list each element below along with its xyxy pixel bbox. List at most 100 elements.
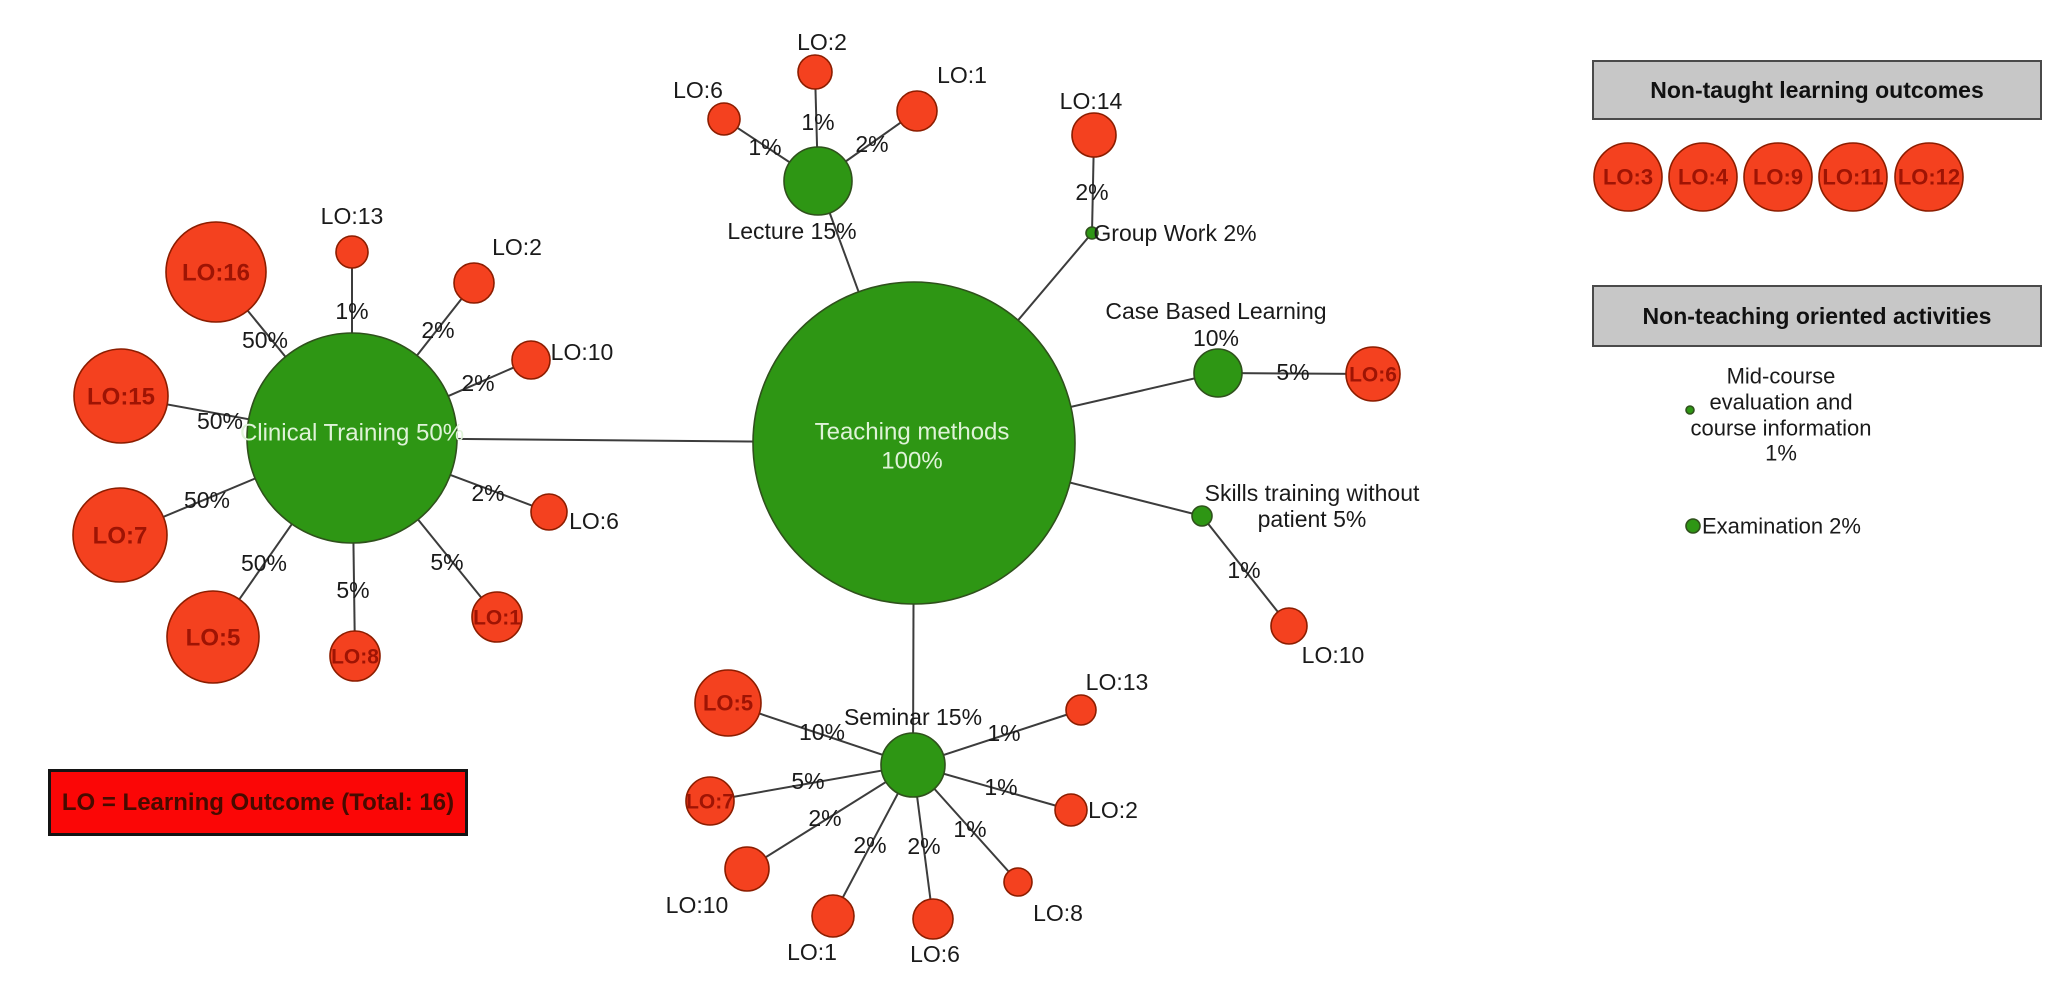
pct-lo16-clinical: 50% bbox=[242, 327, 288, 353]
node-lo5-seminar bbox=[694, 669, 762, 737]
non-taught-header-box: Non-taught learning outcomes bbox=[1592, 60, 2042, 120]
non-teaching-header-label: Non-teaching oriented activities bbox=[1642, 302, 1992, 329]
label-lo10-clinical: LO:10 bbox=[551, 339, 614, 365]
node-lo14-groupwork bbox=[1071, 112, 1117, 158]
node-lo2-lecture bbox=[797, 54, 833, 90]
label-lo2-seminar: LO:2 bbox=[1088, 797, 1138, 823]
pct-lo5-seminar: 10% bbox=[799, 719, 845, 745]
node-lo6-lecture bbox=[707, 102, 741, 136]
label-examination: Examination 2% bbox=[1702, 514, 1861, 539]
label-lo2-clinical: LO:2 bbox=[492, 234, 542, 260]
pct-lo13-seminar: 1% bbox=[987, 720, 1020, 746]
legend-box: LO = Learning Outcome (Total: 16) bbox=[48, 769, 468, 836]
label-lo14-groupwork: LO:14 bbox=[1060, 88, 1123, 114]
label-lo2-lecture: LO:2 bbox=[797, 29, 847, 55]
pct-lo10-clinical: 2% bbox=[461, 370, 494, 396]
label-lo6-seminar: LO:6 bbox=[910, 941, 960, 967]
pct-lo7-seminar: 5% bbox=[791, 768, 824, 794]
label-lo3-nontaught: LO:3 bbox=[1603, 165, 1653, 190]
label-cbl-line2: 10% bbox=[1193, 325, 1239, 351]
edge-skills-lo10 bbox=[1201, 515, 1290, 627]
label-skills-line1: Skills training without bbox=[1205, 480, 1420, 506]
node-lo1-seminar bbox=[811, 894, 855, 938]
label-teaching-methods-line2: 100% bbox=[881, 447, 942, 474]
node-lo8-seminar bbox=[1003, 867, 1033, 897]
pct-lo8-clinical: 5% bbox=[336, 577, 369, 603]
node-lo10-seminar bbox=[724, 846, 770, 892]
node-lecture bbox=[783, 146, 853, 216]
node-case-based-learning bbox=[1193, 348, 1243, 398]
pct-lo6-cbl: 5% bbox=[1276, 359, 1309, 385]
label-lecture: Lecture 15% bbox=[727, 218, 856, 244]
pct-lo6-lecture: 1% bbox=[748, 134, 781, 160]
node-lo6-clinical bbox=[530, 493, 568, 531]
label-seminar: Seminar 15% bbox=[844, 704, 982, 730]
node-lo12-nontaught bbox=[1894, 142, 1964, 212]
label-lo10-skills: LO:10 bbox=[1302, 642, 1365, 668]
label-lo15-clinical: LO:15 bbox=[87, 383, 155, 410]
node-midcourse-dot bbox=[1685, 405, 1695, 415]
node-lo5-clinical bbox=[166, 590, 260, 684]
node-skills-training bbox=[1191, 505, 1213, 527]
pct-lo1-clinical: 5% bbox=[430, 549, 463, 575]
node-group-work bbox=[1085, 226, 1099, 240]
node-teaching-methods bbox=[752, 281, 1076, 605]
label-midcourse-line1: Mid-course bbox=[1727, 364, 1836, 389]
label-lo7-clinical: LO:7 bbox=[93, 522, 148, 549]
label-midcourse-line3: course information bbox=[1691, 416, 1872, 441]
node-lo7-clinical bbox=[72, 487, 168, 583]
node-lo13-clinical bbox=[335, 235, 369, 269]
label-lo12-nontaught: LO:12 bbox=[1898, 165, 1960, 190]
node-lo1-lecture bbox=[896, 90, 938, 132]
label-lo1-lecture: LO:1 bbox=[937, 62, 987, 88]
label-lo1-seminar: LO:1 bbox=[787, 939, 837, 965]
node-lo2-seminar bbox=[1054, 793, 1088, 827]
node-clinical-training bbox=[246, 332, 458, 544]
pct-lo14-groupwork: 2% bbox=[1075, 179, 1108, 205]
pct-lo6-seminar: 2% bbox=[907, 833, 940, 859]
label-lo5-clinical: LO:5 bbox=[186, 624, 241, 651]
pct-lo1-seminar: 2% bbox=[853, 832, 886, 858]
label-lo1-clinical: LO:1 bbox=[473, 606, 521, 629]
pct-lo8-seminar: 1% bbox=[953, 816, 986, 842]
node-lo8-clinical bbox=[329, 630, 381, 682]
legend-label: LO = Learning Outcome (Total: 16) bbox=[61, 788, 455, 816]
label-lo10-seminar: LO:10 bbox=[666, 892, 729, 918]
label-cbl-line1: Case Based Learning bbox=[1105, 298, 1326, 324]
non-teaching-header-box: Non-teaching oriented activities bbox=[1592, 285, 2042, 347]
label-lo9-nontaught: LO:9 bbox=[1753, 165, 1803, 190]
label-lo6-cbl: LO:6 bbox=[1349, 363, 1397, 386]
node-lo6-seminar bbox=[912, 898, 954, 940]
node-lo6-cbl bbox=[1345, 346, 1401, 402]
node-lo1-clinical bbox=[471, 591, 523, 643]
node-lo2-clinical bbox=[453, 262, 495, 304]
node-lo3-nontaught bbox=[1593, 142, 1663, 212]
pct-lo5-clinical: 50% bbox=[241, 550, 287, 576]
node-examination-dot bbox=[1685, 518, 1701, 534]
node-lo4-nontaught bbox=[1668, 142, 1738, 212]
pct-lo2-seminar: 1% bbox=[984, 774, 1017, 800]
pct-lo1-lecture: 2% bbox=[855, 131, 888, 157]
node-lo15-clinical bbox=[73, 348, 169, 444]
pct-lo7-clinical: 50% bbox=[184, 487, 230, 513]
label-skills-line2: patient 5% bbox=[1258, 506, 1367, 532]
non-taught-header-label: Non-taught learning outcomes bbox=[1650, 76, 1984, 103]
label-lo5-seminar: LO:5 bbox=[703, 691, 753, 716]
label-lo7-seminar: LO:7 bbox=[686, 790, 734, 813]
pct-lo2-lecture: 1% bbox=[801, 109, 834, 135]
label-teaching-methods-line1: Teaching methods bbox=[815, 418, 1010, 445]
pct-lo10-skills: 1% bbox=[1227, 557, 1260, 583]
node-lo10-skills bbox=[1270, 607, 1308, 645]
label-clinical-training: Clinical Training 50% bbox=[240, 419, 464, 446]
node-lo11-nontaught bbox=[1818, 142, 1888, 212]
label-lo13-clinical: LO:13 bbox=[321, 203, 384, 229]
label-lo6-lecture: LO:6 bbox=[673, 77, 723, 103]
pct-lo13-clinical: 1% bbox=[335, 298, 368, 324]
pct-lo6-clinical: 2% bbox=[471, 480, 504, 506]
node-lo16-clinical bbox=[165, 221, 267, 323]
label-midcourse-line2: evaluation and bbox=[1709, 390, 1852, 415]
pct-lo10-seminar: 2% bbox=[808, 805, 841, 831]
node-lo13-seminar bbox=[1065, 694, 1097, 726]
